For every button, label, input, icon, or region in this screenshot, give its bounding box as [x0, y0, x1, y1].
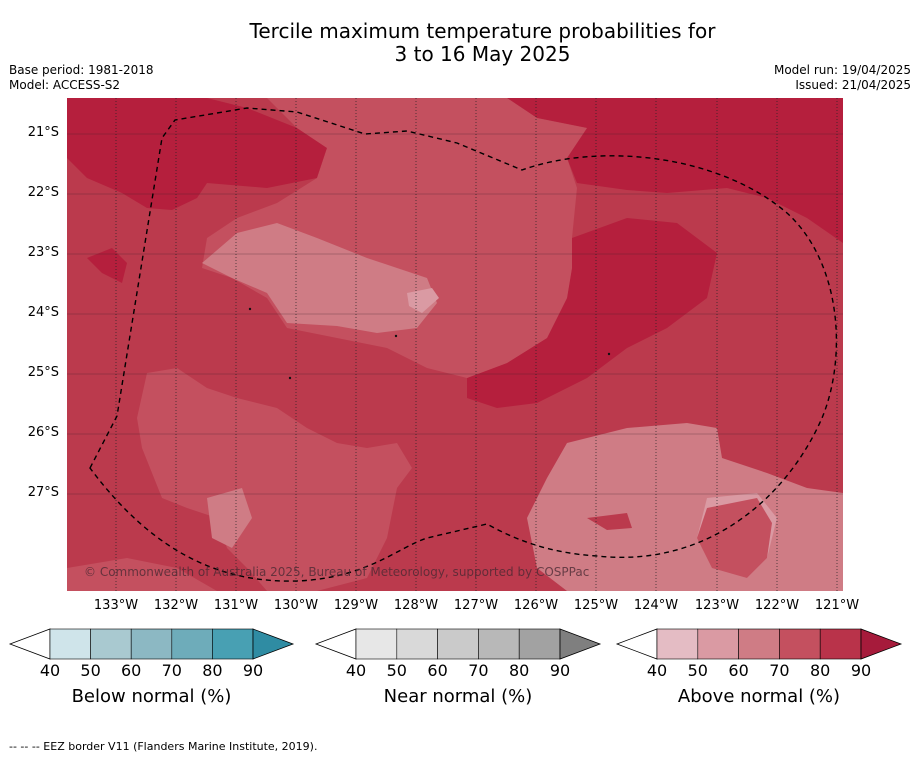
colorbar-over-arrow — [860, 628, 903, 660]
longitude-label: 125°W — [573, 598, 619, 613]
colorbar-under-arrow — [8, 628, 51, 660]
longitude-label: 124°W — [633, 598, 679, 613]
colorbar-segment — [738, 628, 780, 660]
colorbar-tick-label: 40 — [646, 661, 668, 680]
colorbar-segment — [90, 628, 132, 660]
eez-footnote: -- -- -- EEZ border V11 (Flanders Marine… — [9, 740, 318, 753]
probability-region — [87, 248, 127, 283]
colorbar-segment — [656, 628, 699, 660]
colorbar-tick-label: 50 — [386, 661, 407, 680]
island-marker — [248, 307, 252, 311]
island-marker — [394, 334, 398, 338]
colorbar-title: Near normal (%) — [383, 686, 533, 707]
probability-region — [407, 288, 439, 313]
colorbar-title: Above normal (%) — [677, 686, 841, 707]
probability-region — [137, 368, 412, 591]
latitude-label: 21°S — [27, 125, 59, 140]
longitude-label: 121°W — [814, 598, 860, 613]
colorbar-tick-label: 60 — [728, 661, 749, 680]
colorbar-segment — [697, 628, 739, 660]
model-run: Model run: 19/04/2025 — [773, 63, 911, 77]
colorbar-segment — [779, 628, 821, 660]
probability-fill-layer — [67, 98, 843, 591]
colorbar-tick-label: 80 — [810, 661, 831, 680]
colorbar-over-arrow — [252, 628, 295, 660]
longitude-label: 127°W — [453, 598, 499, 613]
colorbar-tick-label: 50 — [80, 661, 101, 680]
longitude-label: 131°W — [213, 598, 259, 613]
colorbar-over-arrow — [559, 628, 602, 660]
colorbar-tick-label: 80 — [202, 661, 223, 680]
colorbar — [615, 628, 903, 660]
issued-date: Issued: 21/04/2025 — [795, 78, 911, 92]
colorbar-segment — [171, 628, 213, 660]
colorbar-segment — [396, 628, 438, 660]
longitude-label: 122°W — [754, 598, 800, 613]
colorbar-tick-label: 70 — [769, 661, 790, 680]
latitude-label: 25°S — [27, 365, 59, 380]
longitude-label: 130°W — [273, 598, 319, 613]
longitude-label: 132°W — [153, 598, 199, 613]
colorbar-tick-label: 80 — [509, 661, 530, 680]
colorbar-segment — [518, 628, 561, 660]
latitude-label: 26°S — [27, 425, 59, 440]
colorbar-segment — [819, 628, 862, 660]
colorbar-under-arrow — [615, 628, 658, 660]
colorbar-tick-label: 90 — [242, 661, 264, 680]
chart-title-line2: 3 to 16 May 2025 — [394, 42, 571, 66]
longitude-label: 123°W — [694, 598, 740, 613]
colorbar-segment — [212, 628, 254, 660]
latitude-label: 22°S — [27, 185, 59, 200]
colorbar — [314, 628, 602, 660]
colorbar-tick-label: 70 — [468, 661, 489, 680]
colorbar-under-arrow — [314, 628, 357, 660]
colorbar-segment — [130, 628, 173, 660]
colorbar — [8, 628, 295, 660]
colorbar-tick-label: 60 — [121, 661, 142, 680]
colorbar-segment — [49, 628, 91, 660]
colorbar-segment — [355, 628, 398, 660]
island-markers — [248, 307, 611, 380]
colorbar-tick-label: 90 — [850, 661, 872, 680]
latitude-label: 24°S — [27, 305, 59, 320]
longitude-label: 129°W — [333, 598, 379, 613]
latitude-label: 27°S — [27, 485, 59, 500]
chart-title-line1: Tercile maximum temperature probabilitie… — [249, 19, 716, 43]
base-period: Base period: 1981-2018 — [9, 63, 154, 77]
copyright-notice: © Commonwealth of Australia 2025, Bureau… — [84, 565, 590, 579]
probability-region — [697, 498, 772, 578]
longitude-label: 128°W — [393, 598, 439, 613]
latitude-label: 23°S — [27, 245, 59, 260]
island-marker — [607, 352, 611, 356]
probability-region — [67, 98, 327, 210]
probability-region — [467, 218, 717, 408]
colorbar-title: Below normal (%) — [71, 686, 232, 707]
colorbar-tick-label: 90 — [549, 661, 571, 680]
colorbar-tick-label: 60 — [427, 661, 448, 680]
colorbar-tick-label: 70 — [161, 661, 182, 680]
longitude-label: 126°W — [513, 598, 559, 613]
colorbar-segment — [478, 628, 520, 660]
model-name: Model: ACCESS-S2 — [9, 78, 121, 92]
probability-region — [202, 223, 437, 333]
probability-map — [67, 98, 843, 591]
colorbar-tick-label: 50 — [687, 661, 708, 680]
colorbar-tick-label: 40 — [39, 661, 61, 680]
probability-region — [587, 513, 632, 530]
colorbar-segment — [437, 628, 479, 660]
longitude-label: 133°W — [93, 598, 139, 613]
eez-border-line — [89, 107, 838, 582]
probability-region — [67, 558, 217, 591]
graticule-grid — [67, 98, 843, 591]
island-marker — [288, 376, 292, 380]
colorbar-tick-label: 40 — [345, 661, 367, 680]
probability-region — [207, 488, 252, 548]
